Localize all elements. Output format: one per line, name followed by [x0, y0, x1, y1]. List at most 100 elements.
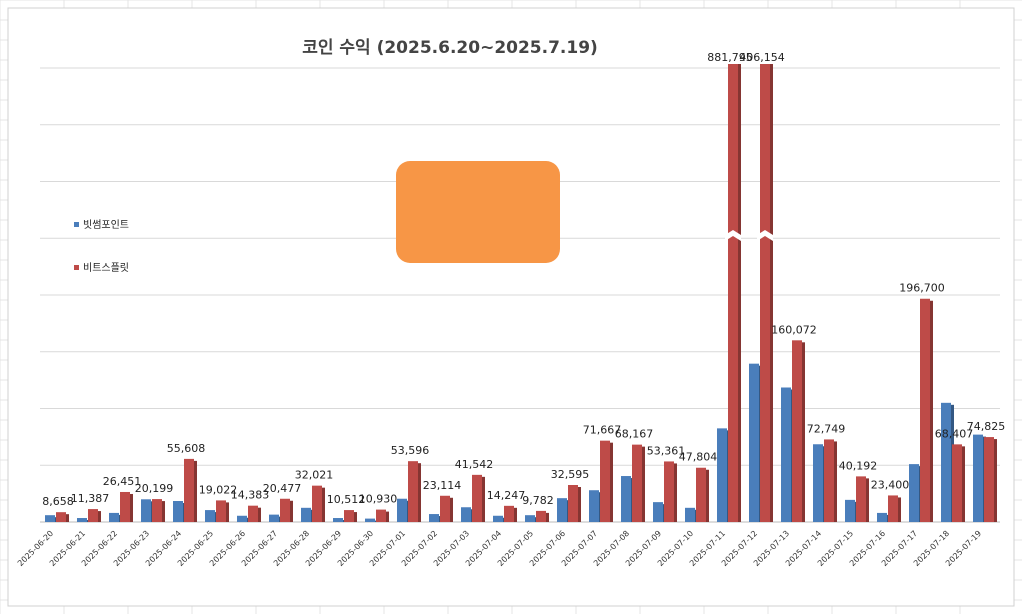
- bar: [536, 510, 546, 522]
- bar: [845, 499, 855, 522]
- data-label: 72,749: [807, 422, 846, 435]
- bar-side: [450, 497, 453, 522]
- legend-swatch: [74, 265, 79, 270]
- bar: [856, 476, 866, 522]
- bar: [397, 498, 407, 522]
- data-label: 160,072: [771, 323, 817, 336]
- bar-side: [66, 514, 69, 522]
- data-label: 53,361: [647, 444, 686, 457]
- bar: [461, 507, 471, 522]
- data-label: 47,804: [679, 451, 718, 464]
- legend-label: 빗썸포인트: [83, 219, 129, 231]
- bar: [173, 501, 183, 522]
- bar-side: [610, 442, 613, 522]
- bar-side: [322, 487, 325, 522]
- axis-break: [757, 230, 773, 241]
- bar: [408, 461, 418, 522]
- bar-side: [706, 469, 709, 522]
- data-label: 40,192: [839, 459, 878, 472]
- data-label: 881,795: [707, 51, 753, 64]
- bar: [88, 509, 98, 522]
- axis-break: [725, 230, 741, 241]
- bar: [557, 498, 567, 522]
- data-label: 10,930: [359, 493, 398, 506]
- bar: [792, 340, 802, 522]
- bar-side: [194, 460, 197, 522]
- bar-side: [674, 463, 677, 522]
- bar: [920, 298, 930, 522]
- bar: [685, 507, 695, 522]
- bar: [472, 474, 482, 522]
- bar-side: [962, 446, 965, 522]
- bar: [525, 515, 535, 522]
- data-label: 23,114: [423, 479, 462, 492]
- bar: [589, 490, 599, 522]
- data-label: 10,512: [327, 493, 366, 506]
- bar-side: [162, 501, 165, 522]
- bar: [152, 499, 162, 522]
- bar: [973, 434, 983, 522]
- data-label: 68,167: [615, 428, 654, 441]
- bar: [376, 509, 386, 522]
- bar: [984, 437, 994, 522]
- bar: [760, 64, 770, 523]
- bar: [728, 64, 738, 522]
- bar-side: [98, 511, 101, 522]
- bar: [120, 491, 130, 522]
- bar-side: [258, 507, 261, 522]
- data-label: 74,825: [967, 420, 1006, 433]
- bar: [440, 495, 450, 522]
- bar-side: [386, 511, 389, 522]
- data-label: 8,658: [42, 495, 74, 508]
- data-label: 20,477: [263, 482, 302, 495]
- bar-side: [418, 463, 421, 522]
- bar-side: [226, 502, 229, 522]
- bar-side: [802, 342, 805, 522]
- bar: [56, 512, 66, 522]
- bar: [344, 510, 354, 522]
- bar: [312, 485, 322, 522]
- bar: [365, 518, 375, 522]
- bar-side: [770, 64, 773, 523]
- bar-side: [866, 478, 869, 522]
- bar: [941, 402, 951, 522]
- bar: [109, 512, 119, 522]
- bar: [429, 514, 439, 522]
- bar: [717, 428, 727, 522]
- data-label: 19,022: [199, 483, 238, 496]
- bar: [696, 467, 706, 522]
- bar: [333, 518, 343, 522]
- bar: [77, 518, 87, 522]
- data-label: 14,383: [231, 489, 270, 502]
- bar: [45, 515, 55, 522]
- data-label: 196,700: [899, 282, 945, 295]
- data-label: 20,199: [135, 482, 174, 495]
- bar: [269, 514, 279, 522]
- bar-side: [994, 439, 997, 522]
- bar: [493, 515, 503, 522]
- bar: [824, 439, 834, 522]
- data-label: 55,608: [167, 442, 206, 455]
- bar: [888, 495, 898, 522]
- bar: [237, 515, 247, 522]
- data-label: 9,782: [522, 494, 554, 507]
- bar-side: [546, 512, 549, 522]
- data-label: 14,247: [487, 489, 526, 502]
- bar-side: [482, 476, 485, 522]
- data-label: 71,667: [583, 424, 622, 437]
- data-label: 32,595: [551, 468, 590, 481]
- bar: [653, 502, 663, 522]
- bar: [280, 498, 290, 522]
- bar: [664, 461, 674, 522]
- bar: [568, 485, 578, 522]
- bar-side: [930, 300, 933, 522]
- bar: [600, 440, 610, 522]
- data-label: 406,154: [739, 51, 785, 64]
- bar: [781, 387, 791, 522]
- data-label: 53,596: [391, 444, 430, 457]
- bar: [952, 444, 962, 522]
- legend-label: 비트스플릿: [83, 262, 129, 274]
- data-label: 26,451: [103, 475, 142, 488]
- data-label: 11,387: [71, 492, 110, 505]
